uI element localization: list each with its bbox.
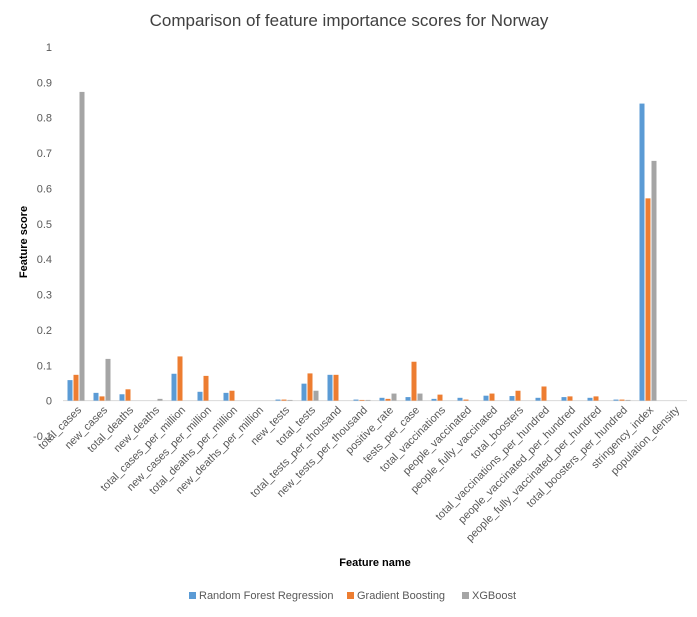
bar-new_cases-2	[105, 358, 111, 401]
legend-label: XGBoost	[472, 590, 516, 602]
bar-total_boosters_per_hundred-2	[625, 399, 631, 401]
y-axis-title: Feature score	[18, 206, 30, 278]
bar-total_deaths_per_million-0	[223, 392, 229, 401]
bar-people_fully_vaccinated-0	[483, 395, 489, 401]
bar-tests_per_case-1	[411, 361, 417, 401]
y-tick-label: -0.1	[33, 431, 52, 443]
bar-new_deaths-2	[157, 398, 163, 401]
legend-swatch	[462, 592, 469, 599]
y-tick-label: 0.2	[37, 325, 52, 337]
bar-total_tests_per_thousand-1	[333, 374, 339, 401]
bar-people_vaccinated_per_hundred-1	[567, 396, 573, 401]
bar-new_cases-0	[93, 392, 99, 401]
y-tick-label: 0	[46, 396, 52, 408]
x-axis-title: Feature name	[339, 557, 411, 569]
bar-new_tests_per_thousand-2	[365, 399, 371, 401]
bar-new_tests_per_thousand-1	[359, 399, 365, 401]
legend-swatch	[189, 592, 196, 599]
bar-total_cases_per_million-1	[177, 356, 183, 401]
bar-people_fully_vaccinated_per_hundred-0	[587, 397, 593, 401]
bar-total_tests-0	[301, 383, 307, 401]
legend: Random Forest Regression Gradient Boostin…	[189, 590, 516, 602]
y-tick-label: 0.5	[37, 219, 52, 231]
bar-total_tests_per_thousand-0	[327, 374, 333, 401]
legend-label: Random Forest Regression	[199, 590, 334, 602]
bar-total_cases_per_million-0	[171, 373, 177, 401]
bar-people_fully_vaccinated_per_hundred-1	[593, 396, 599, 401]
bar-total_vaccinations-1	[437, 394, 443, 401]
bar-total_vaccinations-0	[431, 398, 437, 401]
bar-people_vaccinated-1	[463, 399, 469, 401]
bar-positive_rate-1	[385, 398, 391, 401]
bar-total_deaths-0	[119, 394, 125, 401]
y-tick-label: 1	[46, 42, 52, 54]
bar-total_deaths_per_million-1	[229, 390, 235, 401]
bar-new_tests-1	[281, 399, 287, 401]
bar-new_tests_per_thousand-0	[353, 399, 359, 401]
bar-new_tests-0	[275, 399, 281, 401]
legend-swatch	[347, 592, 354, 599]
bar-tests_per_case-2	[417, 393, 423, 401]
chart-title: Comparison of feature importance scores …	[150, 11, 549, 30]
bar-tests_per_case-0	[405, 397, 411, 401]
bar-total_boosters_per_hundred-1	[619, 399, 625, 401]
legend-label: Gradient Boosting	[357, 590, 445, 602]
y-tick-label: 0.9	[37, 77, 52, 89]
bar-people_fully_vaccinated-1	[489, 393, 495, 401]
bar-positive_rate-2	[391, 393, 397, 401]
bar-stringency_index-1	[645, 198, 651, 401]
y-tick-label: 0.6	[37, 183, 52, 195]
plot-area: -0.100.10.20.30.40.50.60.70.80.91total_c…	[33, 42, 687, 544]
y-tick-label: 0.3	[37, 290, 52, 302]
bar-positive_rate-0	[379, 397, 385, 401]
y-tick-label: 0.4	[37, 254, 52, 266]
bar-new_tests-2	[287, 399, 293, 401]
bar-total_cases-2	[79, 91, 85, 401]
bar-new_cases_per_million-1	[203, 375, 209, 401]
y-tick-label: 0.1	[37, 360, 52, 372]
bar-new_cases_per_million-0	[197, 391, 203, 401]
bar-stringency_index-0	[639, 103, 645, 401]
bar-total_vaccinations_per_hundred-0	[535, 397, 541, 401]
bar-total_deaths-1	[125, 389, 131, 401]
bar-total_cases-1	[73, 374, 79, 401]
y-tick-label: 0.8	[37, 113, 52, 125]
bar-total_boosters-0	[509, 396, 515, 401]
bar-total_cases-0	[67, 380, 73, 401]
bar-total_vaccinations_per_hundred-1	[541, 386, 547, 401]
bar-people_vaccinated-0	[457, 397, 463, 401]
bar-stringency_index-2	[651, 160, 657, 401]
bar-people_vaccinated_per_hundred-0	[561, 397, 567, 401]
bar-total_boosters-1	[515, 390, 521, 401]
bar-total_tests-2	[313, 390, 319, 401]
bar-total_tests-1	[307, 373, 313, 401]
bar-new_cases-1	[99, 396, 105, 401]
y-tick-label: 0.7	[37, 148, 52, 160]
bar-total_boosters_per_hundred-0	[613, 399, 619, 401]
